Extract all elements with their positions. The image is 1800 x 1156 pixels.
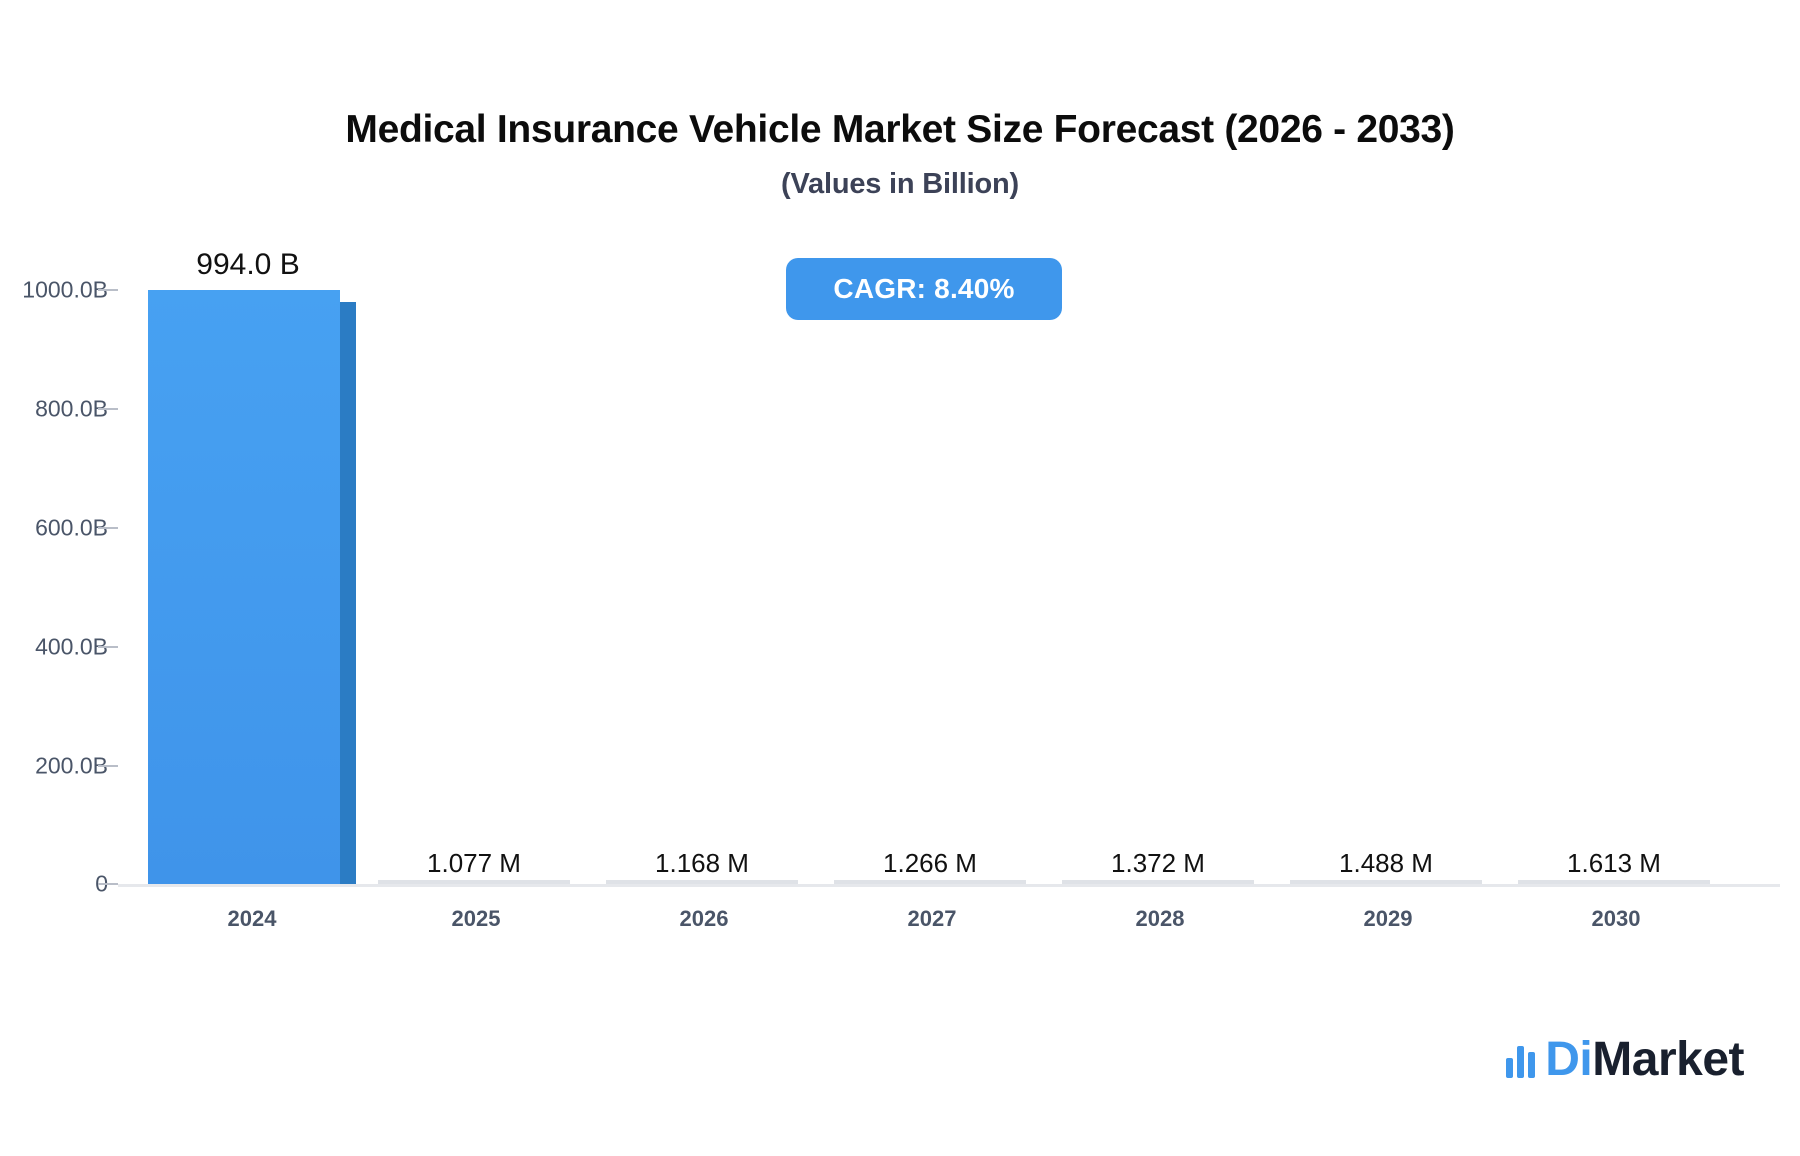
bar-value-2024: 994.0 B — [196, 248, 300, 281]
y-axis-tick-1000 — [98, 289, 118, 291]
bar-2026[interactable] — [606, 880, 798, 884]
y-axis-tick-600 — [98, 527, 118, 529]
brand-logo-text-first: Di — [1545, 1033, 1593, 1086]
y-axis-tick-800 — [98, 408, 118, 410]
bar-value-2029: 1.488 M — [1339, 848, 1433, 878]
x-axis-label-2026: 2026 — [679, 906, 729, 931]
x-axis-label-2027: 2027 — [907, 906, 957, 931]
y-axis-tick-200 — [98, 765, 118, 767]
y-axis-label-1000: 1000.0B — [22, 276, 108, 303]
brand-logo-text-second: Market — [1592, 1033, 1744, 1086]
cagr-badge-label: CAGR: 8.40% — [833, 273, 1015, 304]
bar-2024-front — [148, 290, 340, 884]
brand-logo: DiMarket — [1506, 1032, 1744, 1087]
bar-2024-side — [340, 302, 356, 884]
bar-2024[interactable] — [148, 290, 356, 884]
bar-value-2030: 1.613 M — [1567, 848, 1661, 878]
bar-value-2028: 1.372 M — [1111, 848, 1205, 878]
bar-value-2025: 1.077 M — [427, 848, 521, 878]
bar-2027[interactable] — [834, 880, 1026, 884]
x-axis-label-2028: 2028 — [1135, 906, 1185, 931]
y-axis-label-0: 0 — [95, 870, 108, 897]
x-axis-label-2024: 2024 — [227, 906, 277, 931]
x-axis-label-2029: 2029 — [1363, 906, 1413, 931]
bar-value-2026: 1.168 M — [655, 848, 749, 878]
x-axis-line — [118, 884, 1780, 887]
y-axis-label-600: 600.0B — [35, 514, 108, 541]
x-axis-label-2025: 2025 — [451, 906, 501, 931]
bar-2028[interactable] — [1062, 880, 1254, 884]
y-axis-tick-400 — [98, 646, 118, 648]
brand-logo-text: DiMarket — [1545, 1032, 1744, 1087]
bar-2025[interactable] — [378, 880, 570, 884]
bar-2030[interactable] — [1518, 880, 1710, 884]
chart-title: Medical Insurance Vehicle Market Size Fo… — [345, 108, 1455, 151]
y-axis-label-800: 800.0B — [35, 395, 108, 422]
y-axis-label-200: 200.0B — [35, 752, 108, 779]
bar-value-2027: 1.266 M — [883, 848, 977, 878]
bar-2029[interactable] — [1290, 880, 1482, 884]
y-axis-label-400: 400.0B — [35, 633, 108, 660]
x-axis-label-2030: 2030 — [1591, 906, 1641, 931]
cagr-badge: CAGR: 8.40% — [786, 258, 1062, 320]
chart-subtitle: (Values in Billion) — [781, 168, 1019, 200]
bar-chart-icon — [1506, 1042, 1536, 1078]
y-axis-tick-0 — [98, 883, 118, 885]
